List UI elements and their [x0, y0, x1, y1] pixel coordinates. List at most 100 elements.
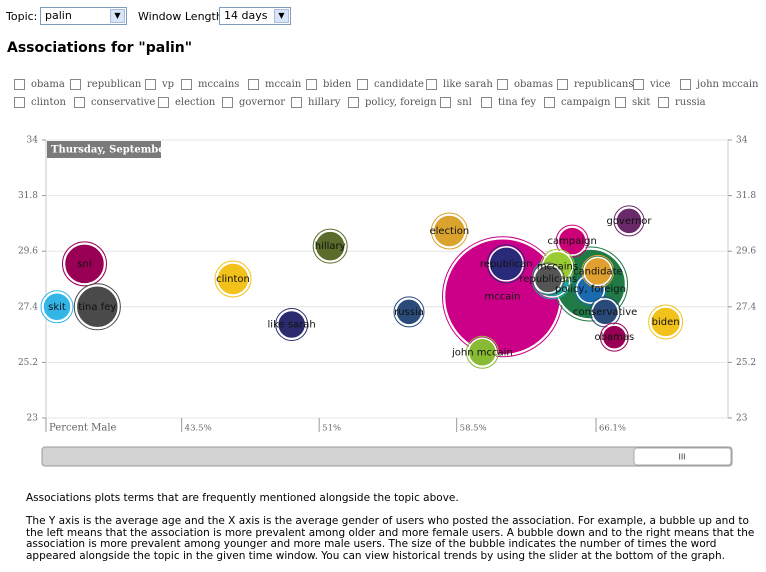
checkbox-box[interactable]: [497, 79, 508, 90]
checkbox-box[interactable]: [633, 79, 644, 90]
window-select[interactable]: 14 days ▼: [219, 7, 291, 25]
checkbox[interactable]: obamas: [497, 79, 553, 90]
checkbox[interactable]: campaign: [544, 97, 610, 108]
checkbox[interactable]: like sarah: [426, 79, 493, 90]
checkbox[interactable]: governor: [222, 97, 285, 108]
y2-tick-label: 31.8: [736, 191, 756, 201]
x-tick-label: 43.5%: [185, 424, 212, 434]
checkbox-box[interactable]: [306, 79, 317, 90]
bubble-label: election: [429, 226, 469, 237]
checkbox-box[interactable]: [158, 97, 169, 108]
checkbox-box[interactable]: [557, 79, 568, 90]
checkbox-box[interactable]: [357, 79, 368, 90]
bubble[interactable]: [216, 262, 250, 296]
checkbox-box[interactable]: [680, 79, 691, 90]
bubble-label: skit: [48, 302, 66, 313]
bubble[interactable]: [557, 226, 587, 256]
dropdown-arrow: ▼: [274, 9, 289, 23]
checkbox-box[interactable]: [658, 97, 669, 108]
checkbox-box[interactable]: [291, 97, 302, 108]
bubble-outline: [275, 307, 309, 341]
checkbox[interactable]: clinton: [14, 97, 66, 108]
bubble-outline: [312, 228, 348, 264]
bubble-label: mccains: [537, 261, 578, 272]
checkbox[interactable]: biden: [306, 79, 351, 90]
bubble[interactable]: [314, 230, 346, 262]
bubble-outline: [599, 322, 629, 352]
bubble[interactable]: [488, 246, 524, 282]
slider-thumb[interactable]: [633, 447, 732, 466]
x-tick-label: 58.5%: [460, 424, 487, 434]
bubble[interactable]: [276, 309, 307, 340]
bubble-label: clinton: [216, 274, 250, 285]
bubble[interactable]: [432, 214, 467, 248]
checkbox-box[interactable]: [426, 79, 437, 90]
bubble[interactable]: [533, 264, 564, 294]
checkbox-box[interactable]: [348, 97, 359, 108]
checkbox[interactable]: mccains: [181, 79, 239, 90]
checkbox[interactable]: mccain: [248, 79, 301, 90]
slider-track[interactable]: [41, 446, 733, 467]
y-tick-label: 31.8: [18, 191, 38, 201]
checkbox[interactable]: conservative: [74, 97, 155, 108]
bubble[interactable]: [583, 256, 613, 287]
checkbox[interactable]: candidate: [357, 79, 424, 90]
bubble-outline: [214, 260, 252, 298]
checkbox-label: republican: [87, 79, 142, 90]
checkbox-box[interactable]: [615, 97, 626, 108]
checkbox-box[interactable]: [14, 79, 25, 90]
checkbox-label: skit: [632, 97, 651, 108]
checkbox[interactable]: john mccain: [680, 79, 758, 90]
checkbox[interactable]: russia: [658, 97, 706, 108]
checkbox-label: russia: [675, 97, 706, 108]
topic-select[interactable]: palin ▼: [40, 7, 127, 25]
checkbox-box[interactable]: [440, 97, 451, 108]
checkbox[interactable]: vice: [633, 79, 670, 90]
checkbox[interactable]: republicans: [557, 79, 633, 90]
checkbox[interactable]: vp: [145, 79, 174, 90]
checkbox-box[interactable]: [74, 97, 85, 108]
bubble[interactable]: [63, 243, 106, 285]
checkbox-box[interactable]: [14, 97, 25, 108]
checkbox[interactable]: skit: [615, 97, 650, 108]
checkbox-label: tina fey: [498, 97, 537, 108]
checkbox-box[interactable]: [544, 97, 555, 108]
y-tick-label: 23: [27, 414, 39, 424]
bubble[interactable]: [75, 285, 120, 329]
y2-tick-label: 27.4: [736, 302, 756, 312]
checkbox-label: governor: [239, 97, 286, 108]
bubble-label: governor: [606, 216, 652, 227]
bubble[interactable]: [601, 324, 628, 350]
checkbox[interactable]: republican: [70, 79, 141, 90]
y2-tick-label: 29.6: [736, 247, 756, 257]
checkbox-label: clinton: [31, 97, 66, 108]
bubble[interactable]: [395, 298, 423, 326]
bubble[interactable]: [615, 207, 643, 235]
checkbox[interactable]: tina fey: [481, 97, 536, 108]
description: The Y axis is the average age and the X …: [26, 515, 755, 562]
bubble[interactable]: [467, 337, 498, 368]
checkbox-box[interactable]: [145, 79, 156, 90]
bubble-label: campaign: [548, 236, 597, 247]
bubble[interactable]: [42, 292, 72, 322]
checkbox[interactable]: hillary: [291, 97, 340, 108]
x-tick-label: 66.1%: [599, 424, 626, 434]
bubble-outline: [465, 335, 499, 369]
checkbox-box[interactable]: [70, 79, 81, 90]
checkbox-box[interactable]: [222, 97, 233, 108]
bubble-outline: [73, 283, 121, 331]
checkbox[interactable]: policy, foreign: [348, 97, 437, 108]
bubble-label: tina fey: [78, 302, 116, 313]
date-badge: [47, 141, 161, 158]
bubble[interactable]: [649, 306, 682, 338]
bubble-label: russia: [394, 307, 424, 318]
checkbox-box[interactable]: [481, 97, 492, 108]
checkbox[interactable]: obama: [14, 79, 65, 90]
checkbox-box[interactable]: [248, 79, 259, 90]
bubble[interactable]: [591, 298, 619, 326]
checkbox[interactable]: snl: [440, 97, 472, 108]
bubble-label: republicans: [519, 274, 577, 285]
checkbox-box[interactable]: [181, 79, 192, 90]
checkbox[interactable]: election: [158, 97, 215, 108]
